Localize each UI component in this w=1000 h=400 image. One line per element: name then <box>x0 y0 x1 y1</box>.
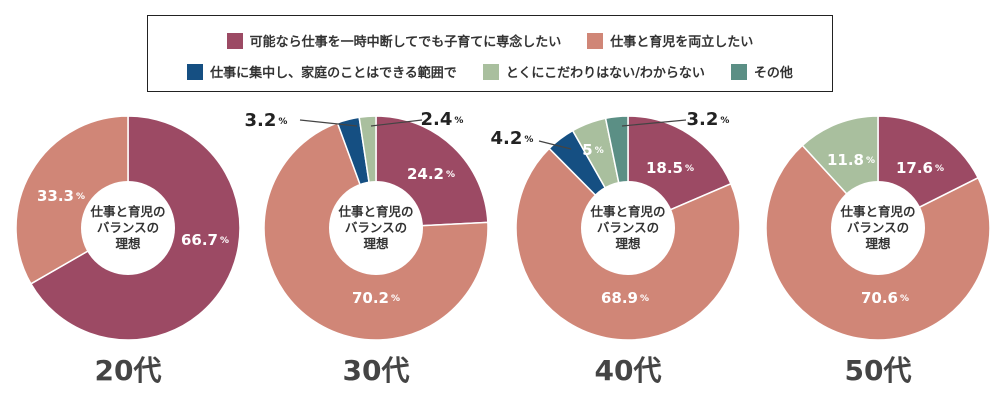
legend-label-focus-work: 仕事に集中し、家庭のことはできる範囲で <box>210 66 457 81</box>
value-label-50代-balance: 70.6% <box>861 289 909 307</box>
leader-line-30代-focus-work <box>299 119 358 127</box>
donut-hole-20代 <box>81 181 175 275</box>
center-label-line-2: バランスの <box>597 220 659 235</box>
legend-label-pause-work: 可能なら仕事を一時中断してでも子育てに専念したい <box>249 35 562 50</box>
legend-swatch-no-preference <box>482 63 499 80</box>
center-label-line-3: 理想 <box>363 236 389 251</box>
value-label-40代-no-preference: 5% <box>582 141 603 159</box>
legend-swatch-other <box>730 63 747 80</box>
value-label-40代-balance: 68.9% <box>601 289 649 307</box>
leader-line-30代-no-preference <box>370 119 423 127</box>
legend-item-balance: 仕事と育児を両立したい <box>587 31 753 50</box>
value-label-30代-focus-work: 3.2% <box>245 110 288 131</box>
center-label-line-3: 理想 <box>865 236 891 251</box>
value-label-20代-balance: 33.3% <box>37 187 85 205</box>
legend-label-balance: 仕事と育児を両立したい <box>610 35 754 50</box>
legend-item-pause-work: 可能なら仕事を一時中断してでも子育てに専念したい <box>226 31 562 50</box>
leader-line-40代-other <box>621 119 687 127</box>
value-label-50代-pause-work: 17.6% <box>896 159 944 177</box>
legend-item-focus-work: 仕事に集中し、家庭のことはできる範囲で <box>187 62 457 81</box>
legend-row-2: 仕事に集中し、家庭のことはできる範囲で とくにこだわりはない/わからない その他 <box>148 62 832 81</box>
age-title-30代: 30代 <box>343 354 410 387</box>
value-label-30代-pause-work: 24.2% <box>407 165 455 183</box>
value-label-50代-no-preference: 11.8% <box>827 151 875 169</box>
center-label-line-1: 仕事と育児の <box>589 204 665 219</box>
value-label-40代-other: 3.2% <box>687 109 730 130</box>
value-label-30代-balance: 70.2% <box>352 289 400 307</box>
center-label-line-3: 理想 <box>615 236 641 251</box>
age-title-50代: 50代 <box>845 354 912 387</box>
legend-item-no-preference: とくにこだわりはない/わからない <box>482 62 705 81</box>
legend: 可能なら仕事を一時中断してでも子育てに専念したい 仕事と育児を両立したい 仕事に… <box>147 15 833 92</box>
donut-hole-50代 <box>831 181 925 275</box>
center-label-line-1: 仕事と育児の <box>337 204 413 219</box>
value-label-40代-pause-work: 18.5% <box>646 159 694 177</box>
center-label-line-3: 理想 <box>115 236 141 251</box>
donut-hole-30代 <box>329 181 423 275</box>
center-label-line-1: 仕事と育児の <box>839 204 915 219</box>
value-label-40代-focus-work: 4.2% <box>491 128 534 149</box>
legend-label-no-preference: とくにこだわりはない/わからない <box>505 66 705 81</box>
value-label-30代-no-preference: 2.4% <box>421 109 464 130</box>
leader-line-40代-focus-work <box>538 140 572 150</box>
legend-label-other: その他 <box>753 66 793 81</box>
legend-row-1: 可能なら仕事を一時中断してでも子育てに専念したい 仕事と育児を両立したい <box>148 31 832 50</box>
center-label-line-1: 仕事と育児の <box>89 204 165 219</box>
legend-item-other: その他 <box>730 62 793 81</box>
legend-swatch-focus-work <box>187 63 204 80</box>
value-label-20代-pause-work: 66.7% <box>181 231 229 249</box>
age-title-20代: 20代 <box>95 354 162 387</box>
legend-swatch-pause-work <box>226 32 243 49</box>
center-label-line-2: バランスの <box>345 220 407 235</box>
center-label-line-2: バランスの <box>97 220 159 235</box>
legend-swatch-balance <box>587 32 604 49</box>
donut-hole-40代 <box>581 181 675 275</box>
center-label-line-2: バランスの <box>847 220 909 235</box>
age-title-40代: 40代 <box>595 354 662 387</box>
